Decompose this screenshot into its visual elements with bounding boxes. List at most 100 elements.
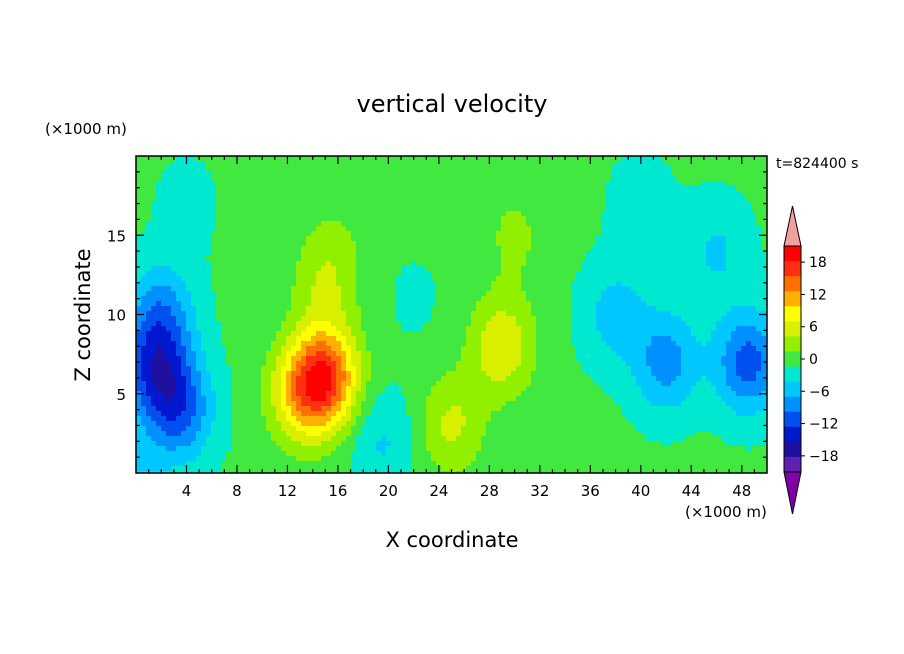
contour-cell: [191, 186, 197, 192]
contour-cell: [466, 301, 472, 307]
contour-cell: [641, 181, 647, 187]
contour-cell: [326, 306, 332, 312]
contour-cell: [746, 346, 752, 352]
contour-cell: [471, 231, 477, 237]
contour-cell: [216, 201, 222, 207]
contour-cell: [431, 266, 437, 272]
contour-cell: [221, 276, 227, 282]
contour-cell: [626, 231, 632, 237]
contour-cell: [316, 261, 322, 267]
contour-cell: [736, 321, 742, 327]
contour-cell: [481, 246, 487, 252]
contour-cell: [246, 286, 252, 292]
contour-cell: [281, 256, 287, 262]
contour-cell: [711, 336, 717, 342]
contour-cell: [351, 206, 357, 212]
contour-cell: [526, 316, 532, 322]
contour-cell: [266, 266, 272, 272]
contour-cell: [231, 201, 237, 207]
contour-cell: [146, 241, 152, 247]
contour-cell: [436, 301, 442, 307]
contour-cell: [636, 291, 642, 297]
contour-cell: [261, 161, 267, 167]
contour-cell: [206, 306, 212, 312]
contour-cell: [416, 206, 422, 212]
contour-cell: [396, 246, 402, 252]
contour-cell: [396, 236, 402, 242]
contour-cell: [291, 261, 297, 267]
contour-cell: [266, 226, 272, 232]
contour-cell: [741, 326, 747, 332]
contour-cell: [561, 266, 567, 272]
contour-cell: [246, 351, 252, 357]
contour-cell: [421, 166, 427, 172]
contour-cell: [481, 331, 487, 337]
contour-cell: [326, 231, 332, 237]
contour-cell: [531, 251, 537, 257]
contour-cell: [696, 326, 702, 332]
contour-cell: [761, 271, 767, 277]
contour-cell: [676, 161, 682, 167]
contour-cell: [756, 301, 762, 307]
contour-cell: [681, 236, 687, 242]
contour-cell: [581, 321, 587, 327]
contour-cell: [221, 206, 227, 212]
contour-cell: [691, 231, 697, 237]
contour-cell: [276, 231, 282, 237]
contour-cell: [511, 211, 517, 217]
contour-cell: [591, 216, 597, 222]
contour-cell: [716, 186, 722, 192]
contour-cell: [316, 171, 322, 177]
contour-cell: [526, 326, 532, 332]
contour-cell: [546, 226, 552, 232]
contour-cell: [601, 311, 607, 317]
contour-cell: [606, 256, 612, 262]
contour-cell: [336, 306, 342, 312]
contour-cell: [751, 261, 757, 267]
contour-cell: [651, 166, 657, 172]
contour-cell: [166, 296, 172, 302]
contour-cell: [736, 226, 742, 232]
contour-cell: [721, 316, 727, 322]
contour-cell: [586, 306, 592, 312]
contour-cell: [181, 311, 187, 317]
contour-cell: [646, 251, 652, 257]
contour-cell: [386, 181, 392, 187]
contour-cell: [546, 171, 552, 177]
contour-cell: [646, 241, 652, 247]
contour-cell: [706, 336, 712, 342]
contour-cell: [431, 206, 437, 212]
contour-cell: [621, 161, 627, 167]
contour-cell: [541, 221, 547, 227]
contour-cell: [581, 176, 587, 182]
contour-cell: [241, 321, 247, 327]
contour-cell: [336, 246, 342, 252]
contour-cell: [721, 276, 727, 282]
contour-cell: [491, 186, 497, 192]
contour-cell: [681, 276, 687, 282]
contour-cell: [551, 161, 557, 167]
contour-cell: [441, 271, 447, 277]
contour-cell: [336, 256, 342, 262]
contour-cell: [376, 196, 382, 202]
contour-cell: [266, 271, 272, 277]
contour-cell: [241, 176, 247, 182]
contour-cell: [326, 191, 332, 197]
contour-cell: [566, 201, 572, 207]
contour-cell: [646, 211, 652, 217]
contour-cell: [611, 176, 617, 182]
contour-cell: [651, 206, 657, 212]
contour-cell: [141, 281, 147, 287]
contour-cell: [611, 201, 617, 207]
contour-cell: [666, 166, 672, 172]
contour-cell: [346, 196, 352, 202]
contour-cell: [246, 271, 252, 277]
contour-cell: [631, 321, 637, 327]
contour-cell: [331, 341, 337, 347]
contour-cell: [546, 201, 552, 207]
contour-cell: [541, 286, 547, 292]
contour-cell: [351, 251, 357, 257]
contour-cell: [141, 211, 147, 217]
contour-cell: [566, 211, 572, 217]
contour-cell: [561, 191, 567, 197]
